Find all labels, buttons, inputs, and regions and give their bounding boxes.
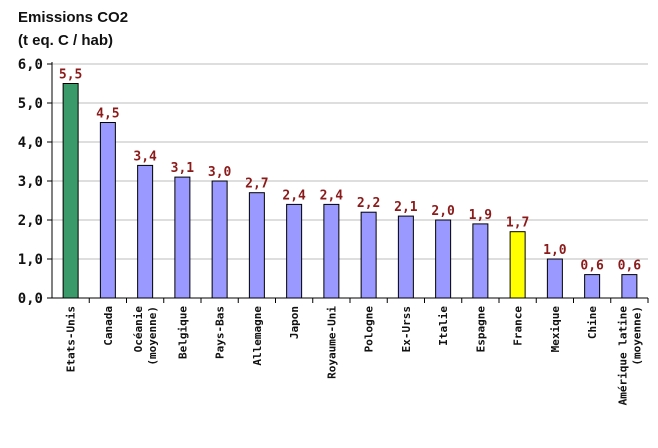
bar — [99, 122, 116, 299]
data-label: 2,4 — [320, 188, 344, 203]
x-tick-label: Espagne — [474, 306, 487, 353]
y-tick-label: 6,0 — [18, 57, 43, 73]
data-label: 2,4 — [282, 188, 306, 203]
bar — [584, 274, 601, 299]
bar — [397, 215, 414, 299]
data-label: 2,2 — [357, 196, 380, 211]
x-tick-label: Royaume-Uni — [325, 306, 338, 379]
data-label: 1,7 — [506, 216, 529, 231]
data-label: 3,0 — [208, 165, 232, 180]
y-tick-label: 4,0 — [18, 135, 43, 151]
bar — [62, 83, 79, 299]
data-label: 0,6 — [618, 259, 642, 274]
y-tick-label: 1,0 — [18, 252, 43, 268]
x-tick-label: Chine — [586, 306, 599, 339]
bar — [546, 258, 563, 299]
data-label: 2,0 — [431, 204, 455, 219]
data-label: 1,9 — [469, 208, 492, 223]
x-tick-label: Allemagne — [251, 306, 264, 366]
bar — [360, 211, 377, 299]
x-tick-label: Japon — [288, 306, 301, 339]
x-tick-label: Belgique — [176, 306, 189, 359]
x-axis-labels: Etats-Unis Canada Océanie (moyenne) Belgique… — [65, 306, 644, 406]
x-tick-label: Canada — [102, 306, 115, 346]
data-label: 5,5 — [59, 68, 82, 83]
bar — [174, 176, 191, 299]
y-axis: 0,0 1,0 2,0 3,0 4,0 5,0 6,0 — [18, 57, 649, 307]
chart-title-line-1: Emissions CO2 — [18, 9, 128, 26]
bar — [211, 180, 228, 299]
bars — [62, 83, 638, 299]
x-tick-label: Mexique — [549, 306, 562, 353]
chart-title-line-2: (t eq. C / hab) — [18, 32, 113, 49]
data-label: 0,6 — [580, 259, 604, 274]
bar — [621, 274, 638, 299]
data-labels: 5,5 4,5 3,4 3,1 3,0 2,7 2,4 2,4 2,2 2,1 2,0 1,9 1,7 1… — [59, 68, 641, 274]
x-tick-label: Italie — [437, 306, 450, 346]
x-tick-label: Océanie — [132, 306, 145, 353]
y-tick-label: 0,0 — [18, 291, 43, 307]
bar — [137, 164, 154, 299]
data-label: 1,0 — [543, 243, 567, 258]
bar — [435, 219, 452, 299]
y-tick-label: 2,0 — [18, 213, 43, 229]
y-tick-label: 5,0 — [18, 96, 43, 112]
data-label: 2,1 — [394, 200, 418, 215]
data-label: 2,7 — [245, 177, 268, 192]
bar — [323, 203, 340, 299]
x-tick-label: (moyenne) — [146, 306, 159, 366]
data-label: 3,1 — [171, 161, 195, 176]
x-tick-label: Pays-Bas — [214, 306, 227, 359]
x-tick-label: Etats-Unis — [65, 306, 78, 372]
bar — [248, 192, 265, 299]
data-label: 3,4 — [133, 149, 157, 164]
bar — [509, 231, 526, 299]
x-tick-label: Ex-Urss — [400, 306, 413, 352]
x-tick-label: Amérique latine — [616, 306, 629, 406]
x-tick-label: Pologne — [363, 306, 376, 353]
x-tick-label: France — [512, 306, 525, 346]
bar — [472, 223, 489, 299]
bar — [286, 203, 303, 299]
x-tick-label: (moyenne) — [630, 306, 643, 366]
y-tick-label: 3,0 — [18, 174, 43, 190]
data-label: 4,5 — [96, 107, 119, 122]
